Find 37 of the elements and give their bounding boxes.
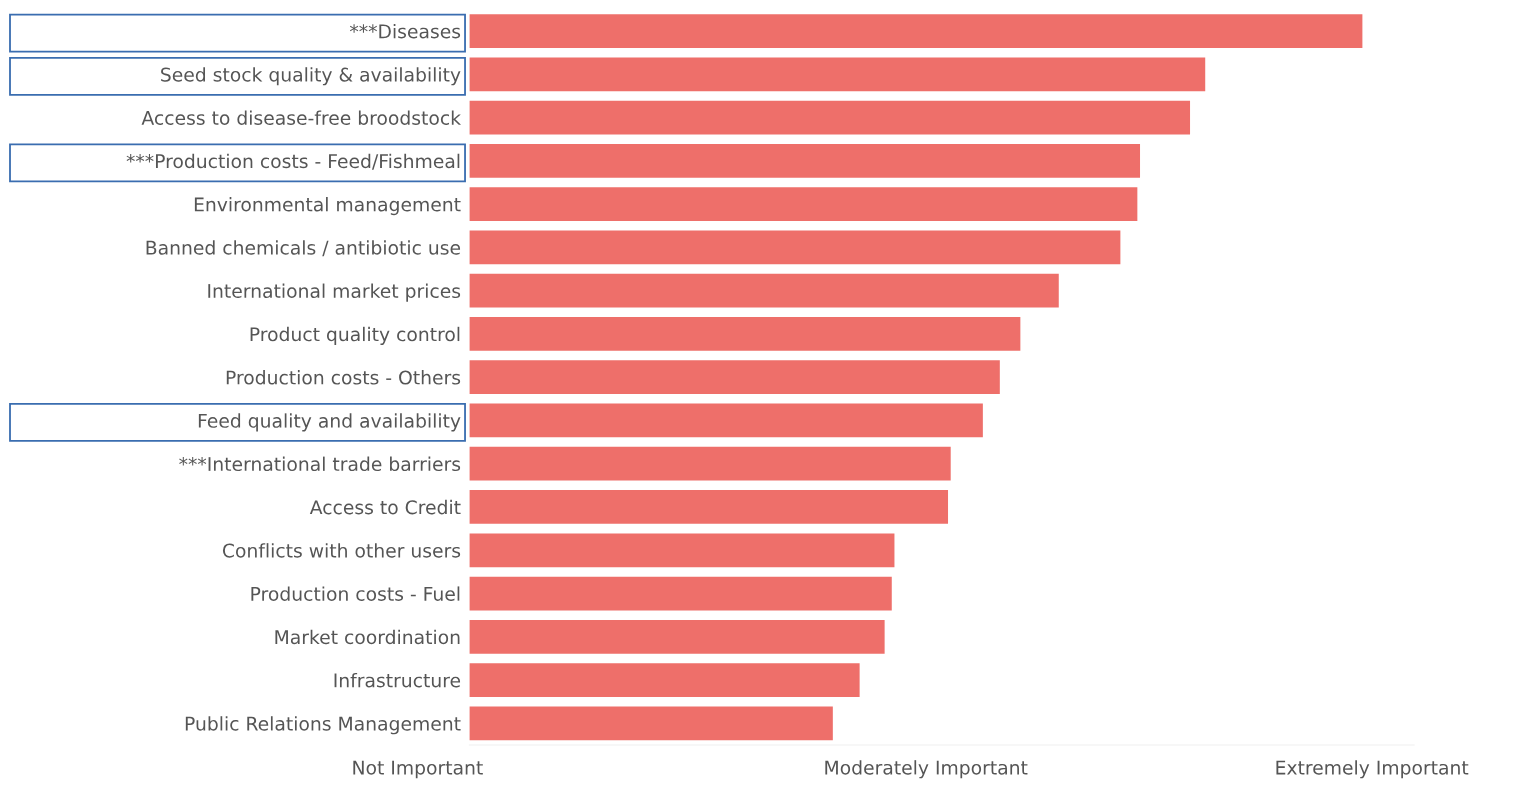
y-tick-label: Access to disease-free broodstock xyxy=(141,110,461,125)
text: Not Important xyxy=(353,760,483,779)
bar xyxy=(469,403,983,438)
bar xyxy=(469,187,1138,221)
bar xyxy=(469,706,833,741)
bar xyxy=(469,230,1121,265)
bar xyxy=(469,317,1021,351)
y-tick-label: ***International trade barriers xyxy=(179,456,461,472)
bar xyxy=(469,446,951,481)
bar xyxy=(469,490,949,524)
bar xyxy=(469,360,1000,395)
bar xyxy=(469,619,885,654)
y-tick-label: Feed quality and availability xyxy=(198,413,461,432)
bar xyxy=(469,100,1191,135)
y-tick-label: Infrastructure xyxy=(334,672,461,688)
bar xyxy=(469,57,1206,92)
y-tick-label: Product quality control xyxy=(250,326,460,345)
bar xyxy=(469,576,892,611)
y-tick-label: Access to Credit xyxy=(309,499,461,515)
y-tick-label: Production costs - Fuel xyxy=(251,586,460,601)
bar xyxy=(469,663,860,697)
y-tick-label: Banned chemicals / antibiotic use xyxy=(146,240,461,257)
y-tick-label: Public Relations Management xyxy=(185,716,461,735)
y-tick-label: ***Diseases xyxy=(349,23,461,39)
bar xyxy=(469,273,1059,308)
text: Moderately Important xyxy=(825,760,1028,779)
y-tick-label: Market coordination xyxy=(275,629,460,645)
y-tick-label: Production costs - Others xyxy=(226,370,461,385)
y-tick-label: ***Production costs - Feed/Fishmeal xyxy=(126,153,460,170)
bar xyxy=(469,533,895,568)
bar xyxy=(469,143,1141,178)
bar xyxy=(469,14,1363,48)
text: Extremely Important xyxy=(1276,760,1469,779)
y-tick-label: Environmental management xyxy=(194,197,461,216)
y-tick-label: Seed stock quality & availability xyxy=(161,67,461,86)
y-tick-label: International market prices xyxy=(208,283,461,302)
y-tick-label: Conflicts with other users xyxy=(222,543,461,558)
